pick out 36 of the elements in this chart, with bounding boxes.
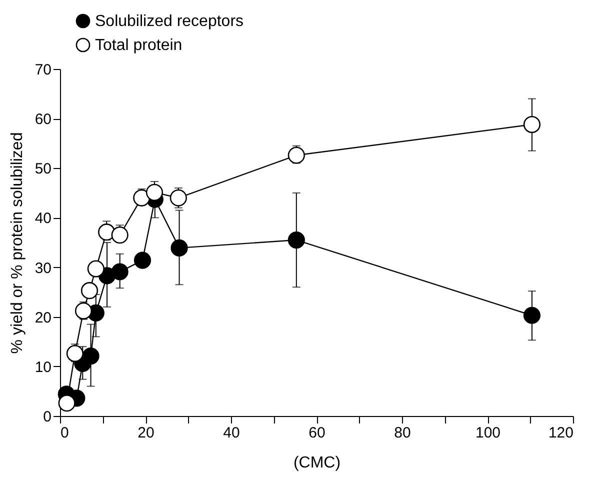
point — [82, 347, 100, 365]
y-tick-label: 20 — [34, 309, 52, 326]
point — [111, 263, 128, 280]
x-axis-title: (CMC) — [293, 454, 341, 472]
legend-label: Total protein — [95, 37, 182, 54]
point — [170, 239, 188, 256]
x-tick-label: 100 — [475, 424, 501, 442]
point — [523, 116, 541, 134]
point — [288, 231, 305, 249]
y-tick-label: 10 — [34, 358, 52, 376]
point — [80, 282, 98, 300]
point — [146, 184, 164, 201]
x-tick-label: 0 — [60, 424, 69, 442]
x-tick-label: 20 — [138, 424, 154, 442]
point — [58, 394, 76, 412]
y-tick-label: 30 — [34, 260, 52, 277]
x-tick-label: 80 — [394, 424, 411, 442]
point — [134, 252, 152, 269]
y-tick-label: 60 — [34, 111, 52, 128]
point — [87, 260, 104, 278]
point — [523, 306, 541, 324]
point — [98, 224, 116, 241]
point — [66, 345, 84, 362]
point — [74, 302, 92, 320]
y-tick-label: 40 — [34, 210, 52, 228]
x-tick-label: 120 — [548, 424, 574, 442]
y-tick-label: 70 — [34, 62, 52, 78]
point — [288, 146, 305, 164]
y-tick-label: 0 — [43, 408, 52, 426]
x-tick-label: 40 — [223, 424, 240, 442]
y-tick-label: 50 — [34, 160, 52, 178]
point — [111, 226, 128, 244]
legend-label: Solubilized receptors — [95, 13, 244, 30]
x-tick-label: 60 — [308, 424, 326, 442]
point — [133, 189, 150, 206]
y-axis-title: % yield or % protein solubilized — [8, 132, 26, 354]
